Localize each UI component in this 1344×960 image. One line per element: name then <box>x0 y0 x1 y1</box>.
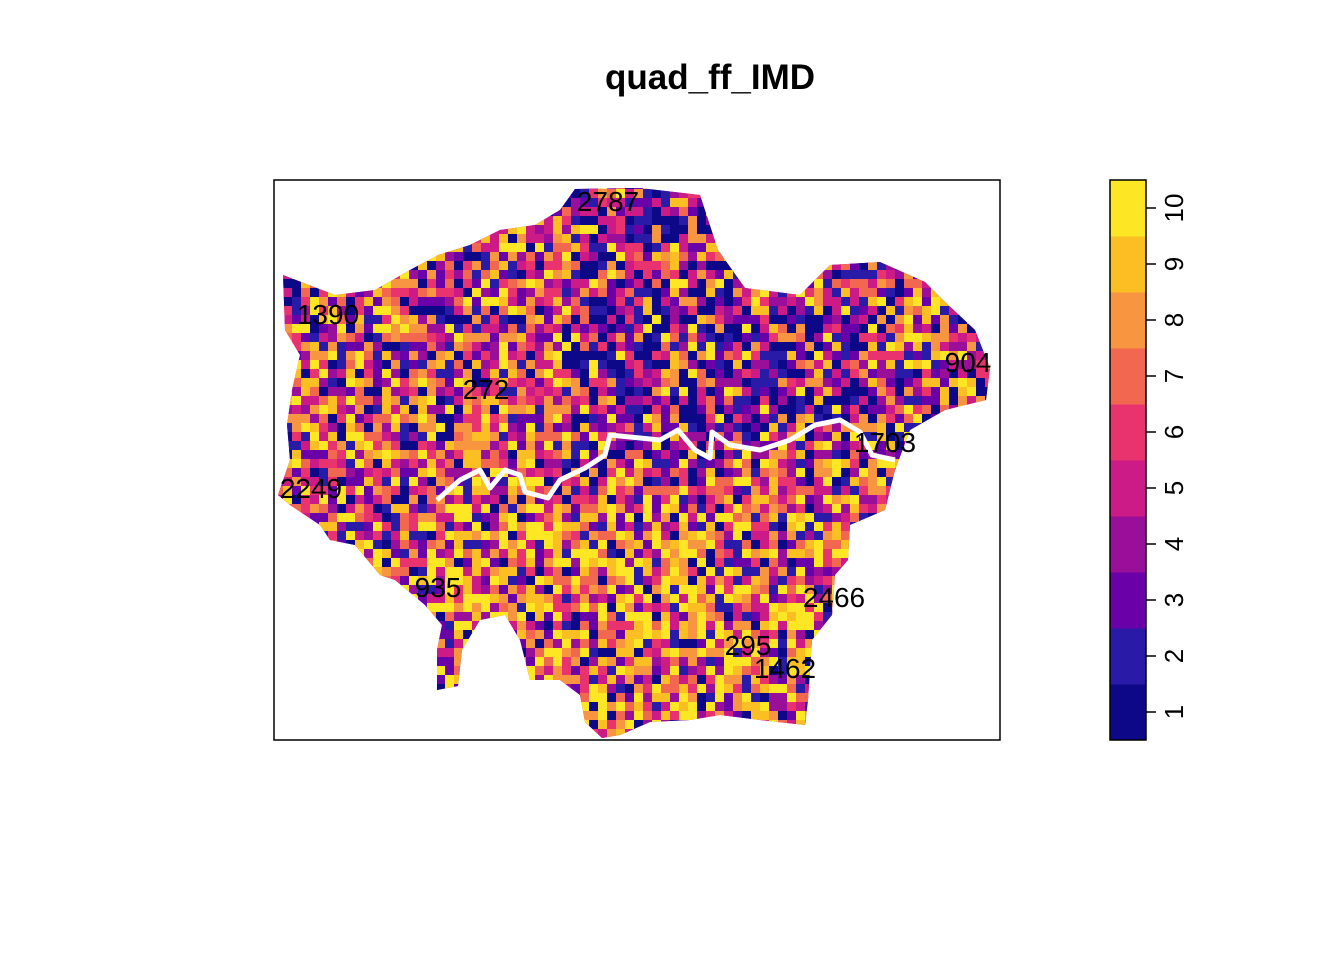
colorbar-tick-label: 1 <box>1159 705 1189 719</box>
colorbar-tick-label: 2 <box>1159 649 1189 663</box>
point-label: 2249 <box>280 473 342 504</box>
river-thames <box>435 417 896 502</box>
plot-frame <box>273 179 1001 741</box>
point-label: 935 <box>415 572 462 603</box>
colorbar-segment <box>1110 628 1146 685</box>
colorbar-tick-label: 8 <box>1159 313 1189 327</box>
colorbar-frame <box>1109 179 1147 741</box>
plot-title: quad_ff_IMD <box>605 58 815 97</box>
colorbar-tick-label: 3 <box>1159 593 1189 607</box>
point-label: 1390 <box>297 299 359 330</box>
colorbar-tick-label: 6 <box>1159 425 1189 439</box>
point-label: 1462 <box>754 653 816 684</box>
colorbar-tick-label: 5 <box>1159 481 1189 495</box>
colorbar-segment <box>1110 572 1146 629</box>
point-label: 295 <box>725 630 772 661</box>
colorbar: 1 2 3 4 5 6 7 8 9 10 <box>1109 179 1189 741</box>
colorbar-tick-label: 10 <box>1159 194 1189 223</box>
point-label: 1703 <box>854 427 916 458</box>
colorbar-tick-label: 4 <box>1159 537 1189 551</box>
point-label: 904 <box>945 347 992 378</box>
colorbar-tick-label: 9 <box>1159 257 1189 271</box>
choropleth-map <box>278 188 990 738</box>
colorbar-segment <box>1110 292 1146 349</box>
colorbar-segment <box>1110 516 1146 573</box>
point-label: 272 <box>463 374 510 405</box>
colorbar-tick-label: 7 <box>1159 369 1189 383</box>
colorbar-segment <box>1110 236 1146 293</box>
point-label: 2466 <box>803 582 865 613</box>
colorbar-segment <box>1110 180 1146 237</box>
colorbar-segment <box>1110 684 1146 741</box>
colorbar-segment <box>1110 348 1146 405</box>
colorbar-segment <box>1110 404 1146 461</box>
point-label: 2787 <box>577 186 639 217</box>
colorbar-segment <box>1110 460 1146 517</box>
